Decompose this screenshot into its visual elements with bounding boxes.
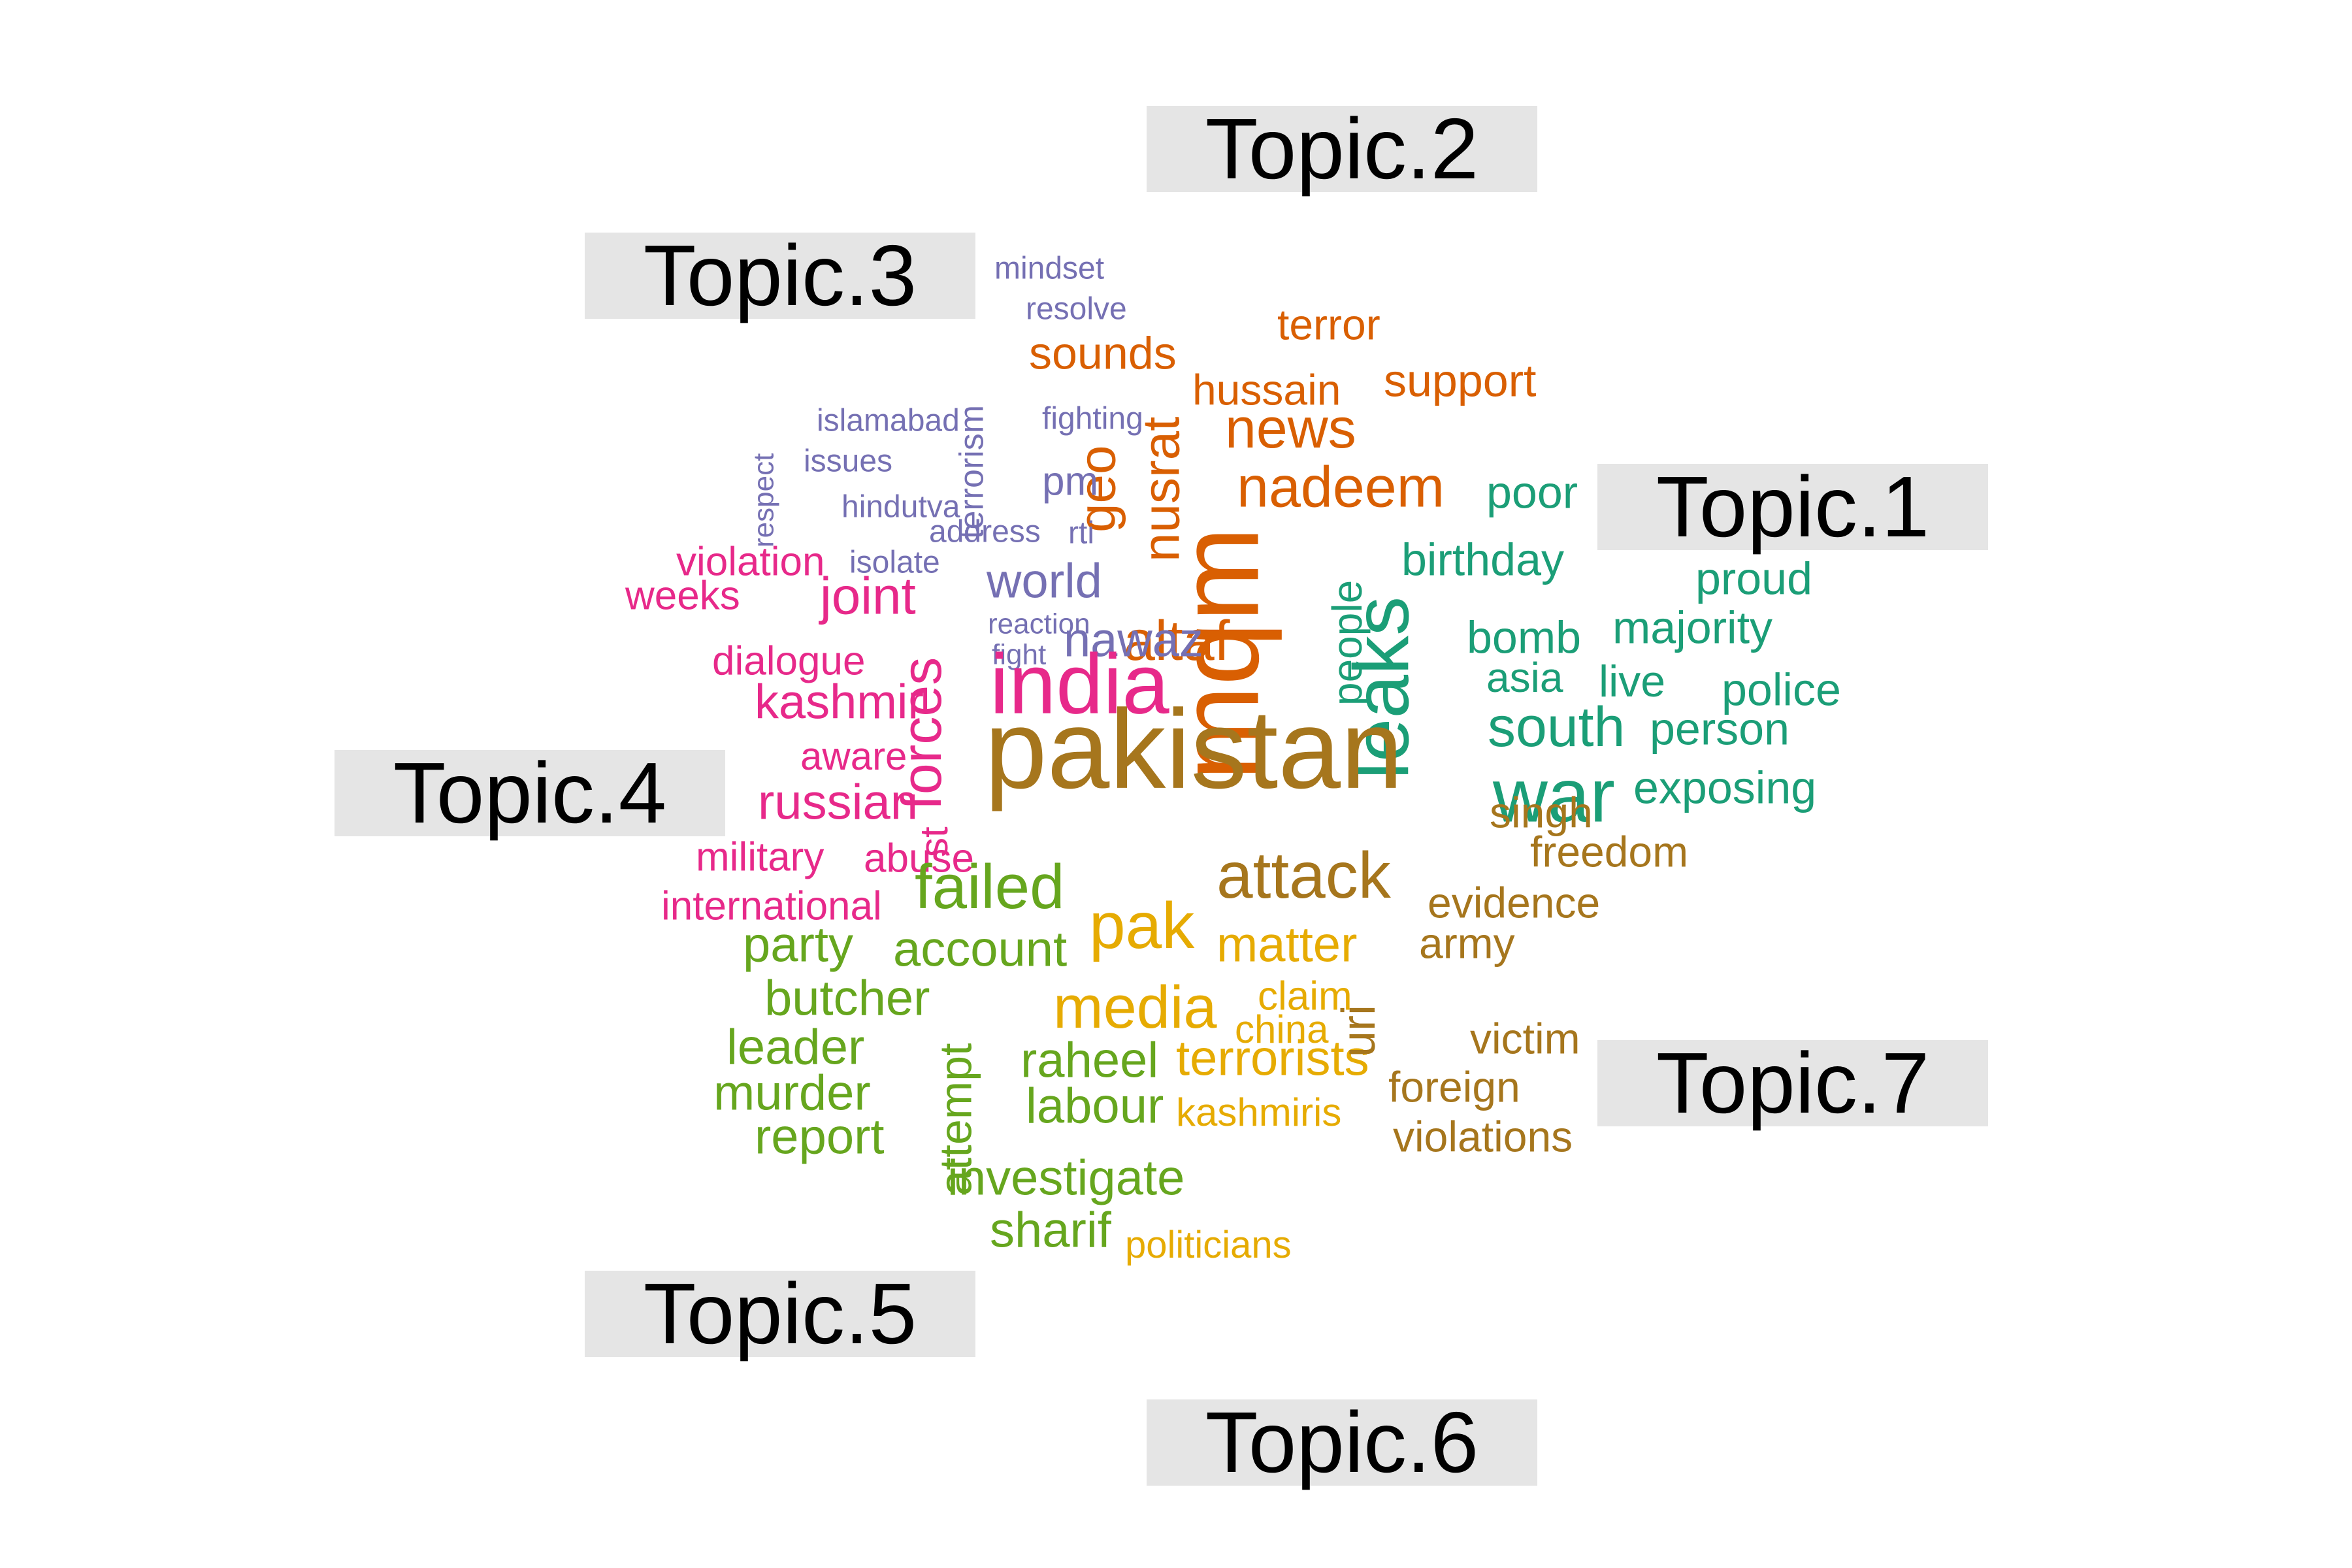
word-account: account — [893, 921, 1068, 977]
word-resolve: resolve — [1026, 291, 1127, 327]
word-aware: aware — [800, 734, 907, 779]
word-respect: respect — [747, 453, 780, 547]
word-address: address — [929, 514, 1041, 549]
word-russian: russian — [758, 774, 918, 830]
word-failed: failed — [915, 852, 1065, 923]
word-altaf: altaf — [1124, 609, 1230, 672]
word-person: person — [1650, 703, 1790, 755]
word-china: china — [1235, 1007, 1329, 1052]
word-army: army — [1419, 919, 1515, 968]
word-matter: matter — [1217, 917, 1358, 973]
word-abuse: abuse — [864, 836, 974, 881]
word-proud: proud — [1695, 553, 1813, 604]
topic-label-6: Topic.6 — [1147, 1399, 1537, 1486]
word-report: report — [755, 1109, 885, 1165]
topic-label-1: Topic.1 — [1597, 464, 1988, 550]
topic-label-3: Topic.3 — [585, 233, 975, 319]
word-kashmir: kashmir — [755, 674, 924, 729]
word-violations: violations — [1393, 1112, 1573, 1161]
word-violation: violation — [676, 539, 825, 585]
word-singh: singh — [1490, 788, 1593, 837]
word-sounds: sounds — [1029, 327, 1177, 379]
word-reaction: reaction — [988, 608, 1090, 640]
word-sharif: sharif — [990, 1202, 1111, 1258]
topic-label-7: Topic.7 — [1597, 1040, 1988, 1126]
word-butcher: butcher — [764, 970, 930, 1026]
topic-label-4: Topic.4 — [335, 750, 725, 836]
word-pakistan: pakistan — [985, 686, 1403, 812]
word-hussain: hussain — [1192, 365, 1341, 414]
word-police: police — [1722, 664, 1841, 715]
word-exposing: exposing — [1633, 762, 1817, 813]
word-party: party — [743, 917, 853, 973]
word-attack: attack — [1217, 839, 1391, 912]
word-nadeem: nadeem — [1237, 454, 1445, 519]
word-bomb: bomb — [1467, 612, 1582, 663]
word-live: live — [1599, 656, 1666, 706]
word-media: media — [1053, 974, 1217, 1041]
word-dialogue: dialogue — [712, 638, 866, 684]
word-asia: asia — [1486, 654, 1563, 702]
word-isolate: isolate — [849, 545, 940, 580]
word-world: world — [987, 553, 1102, 608]
word-evidence: evidence — [1428, 878, 1601, 927]
word-nusrat: nusrat — [1132, 416, 1190, 562]
word-uri: uri — [1332, 1004, 1385, 1057]
word-hindutva: hindutva — [841, 489, 960, 525]
word-claim: claim — [1258, 973, 1352, 1019]
word-kashmiris: kashmiris — [1176, 1090, 1342, 1135]
word-birthday: birthday — [1401, 534, 1565, 585]
word-fight: fight — [992, 638, 1047, 671]
word-leader: leader — [727, 1019, 865, 1075]
word-victim: victim — [1470, 1014, 1580, 1063]
word-majority: majority — [1612, 602, 1773, 653]
word-foreign: foreign — [1388, 1062, 1520, 1111]
word-terrorists: terrorists — [1176, 1030, 1369, 1086]
word-fighting: fighting — [1042, 401, 1143, 436]
word-issues: issues — [804, 444, 893, 479]
word-murder: murder — [713, 1065, 871, 1121]
topic-label-5: Topic.5 — [585, 1271, 975, 1357]
word-pm: pm — [1042, 459, 1099, 504]
word-labour: labour — [1026, 1078, 1164, 1134]
topic-label-2: Topic.2 — [1147, 106, 1537, 192]
word-freedom: freedom — [1530, 827, 1689, 876]
word-news: news — [1225, 397, 1356, 460]
word-nawaz: nawaz — [1064, 612, 1203, 667]
word-terror: terror — [1277, 300, 1380, 349]
word-international: international — [661, 883, 882, 929]
word-weeks: weeks — [625, 573, 740, 619]
word-raheel: raheel — [1021, 1032, 1159, 1088]
word-joint: joint — [820, 566, 916, 625]
word-war: war — [1493, 753, 1615, 838]
word-south: south — [1488, 695, 1625, 759]
word-india: india — [990, 636, 1169, 732]
word-military: military — [696, 834, 825, 880]
word-rti: rti — [1068, 515, 1094, 551]
word-islamabad: islamabad — [817, 403, 960, 438]
word-pak: pak — [1089, 889, 1195, 962]
word-politicians: politicians — [1125, 1223, 1292, 1266]
word-support: support — [1384, 355, 1537, 406]
word-mindset: mindset — [994, 251, 1105, 286]
word-investigate: investigate — [947, 1150, 1185, 1206]
word-poor: poor — [1486, 466, 1578, 518]
